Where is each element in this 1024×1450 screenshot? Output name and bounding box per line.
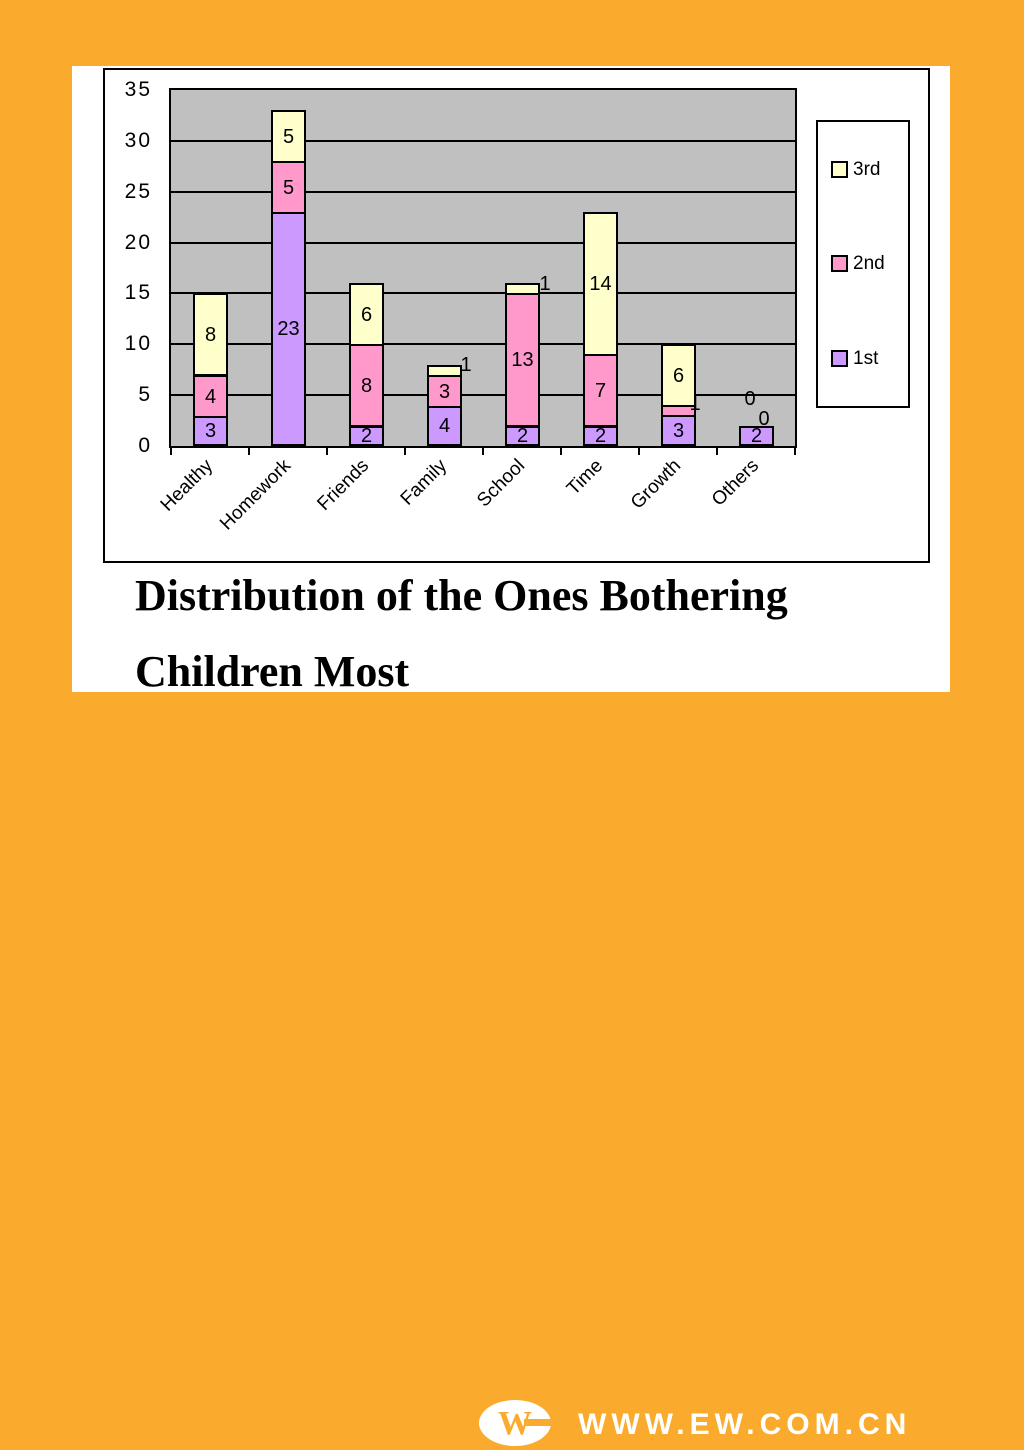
bar-segment-homework-1st: 23 [271, 212, 306, 446]
chart-frame: 348235528643121312714316200 051015202530… [103, 68, 930, 563]
data-label: 23 [277, 318, 300, 340]
bar-segment-healthy-3rd: 8 [193, 293, 228, 376]
data-label: 2 [594, 425, 607, 447]
legend-label: 2nd [853, 253, 885, 275]
bar-segment-healthy-1st: 3 [193, 415, 228, 446]
x-tick [326, 448, 328, 455]
gridline [171, 140, 795, 142]
bar-segment-time-1st: 2 [583, 426, 618, 446]
y-tick-label: 0 [138, 434, 152, 457]
bar-segment-growth-3rd: 6 [661, 344, 696, 407]
data-label: 2 [750, 425, 763, 447]
bar-segment-school-2nd: 13 [505, 293, 540, 427]
data-label: 3 [672, 419, 685, 442]
data-label: 0 [744, 388, 756, 410]
bar-segment-time-3rd: 14 [583, 212, 618, 356]
y-tick-label: 5 [138, 383, 152, 406]
data-label: 5 [282, 176, 295, 199]
legend-item-2nd: 2nd [831, 254, 908, 273]
data-label: 8 [204, 323, 217, 346]
bar-segment-homework-2nd: 5 [271, 161, 306, 214]
y-tick-label: 20 [124, 231, 152, 254]
slide: 348235528643121312714316200 051015202530… [72, 66, 950, 696]
bar-segment-friends-1st: 2 [349, 426, 384, 446]
x-tick [404, 448, 406, 455]
gridline [171, 191, 795, 193]
gridline [171, 394, 795, 396]
data-label: 2 [516, 425, 529, 447]
data-label: 3 [204, 419, 217, 442]
gridline [171, 292, 795, 294]
bar-segment-friends-3rd: 6 [349, 283, 384, 346]
data-label: 6 [672, 364, 685, 387]
slide-title-line1: Distribution of the Ones Bothering [135, 571, 788, 620]
bar-segment-family-2nd: 3 [427, 375, 462, 408]
data-label: 7 [594, 379, 607, 402]
data-label: 4 [204, 385, 217, 408]
y-tick-label: 10 [124, 332, 152, 355]
bar-segment-time-2nd: 7 [583, 354, 618, 427]
x-tick [170, 448, 172, 455]
x-tick [638, 448, 640, 455]
bar-segment-others-1st: 2 [739, 426, 774, 446]
y-tick-label: 15 [124, 281, 152, 304]
watermark-bar: W WWW.EW.COM.CN [0, 692, 1024, 1446]
slide-background: { "slide": { "title_line1": "Distributio… [0, 66, 1024, 1446]
legend-item-1st: 1st [831, 349, 908, 368]
bar-segment-family-1st: 4 [427, 405, 462, 446]
y-tick-label: 30 [124, 129, 152, 152]
y-tick-label: 25 [124, 180, 152, 203]
legend-label: 1st [853, 348, 879, 370]
slide-title-line2: Children Most [135, 647, 410, 696]
data-label: 1 [460, 354, 472, 376]
site-url-text: WWW.EW.COM.CN [578, 1408, 912, 1441]
data-label: 14 [589, 273, 612, 295]
x-tick [248, 448, 250, 455]
x-tick [482, 448, 484, 455]
ew-logo-icon: W [479, 1400, 554, 1446]
bar-segment-school-3rd [505, 283, 540, 295]
legend-item-3rd: 3rd [831, 160, 908, 179]
x-tick [560, 448, 562, 455]
data-label: 0 [758, 408, 770, 430]
x-tick [716, 448, 718, 455]
gridline [171, 242, 795, 244]
y-tick-label: 35 [124, 78, 152, 101]
bar-segment-homework-3rd: 5 [271, 110, 306, 163]
bar-segment-family-3rd [427, 365, 462, 377]
bar-segment-school-1st: 2 [505, 426, 540, 446]
data-label: 8 [360, 374, 373, 397]
legend-marker-icon [831, 350, 848, 368]
chart-legend: 3rd 2nd 1st [816, 120, 910, 408]
data-label: 2 [360, 425, 373, 447]
gridline [171, 343, 795, 345]
data-label: 5 [282, 125, 295, 148]
legend-marker-icon [831, 160, 848, 178]
svg-text:W: W [498, 1405, 532, 1442]
x-tick [794, 448, 796, 455]
plot-area: 348235528643121312714316200 [169, 88, 797, 448]
bar-segment-growth-1st: 3 [661, 415, 696, 446]
legend-label: 3rd [853, 158, 881, 180]
data-label: 6 [360, 303, 373, 326]
bar-segment-friends-2nd: 8 [349, 344, 384, 427]
data-label: 4 [438, 414, 451, 437]
data-label: 3 [438, 380, 451, 403]
data-label: 13 [511, 349, 534, 371]
bar-segment-healthy-2nd: 4 [193, 375, 228, 418]
legend-marker-icon [831, 255, 848, 273]
data-label: 1 [539, 273, 551, 295]
